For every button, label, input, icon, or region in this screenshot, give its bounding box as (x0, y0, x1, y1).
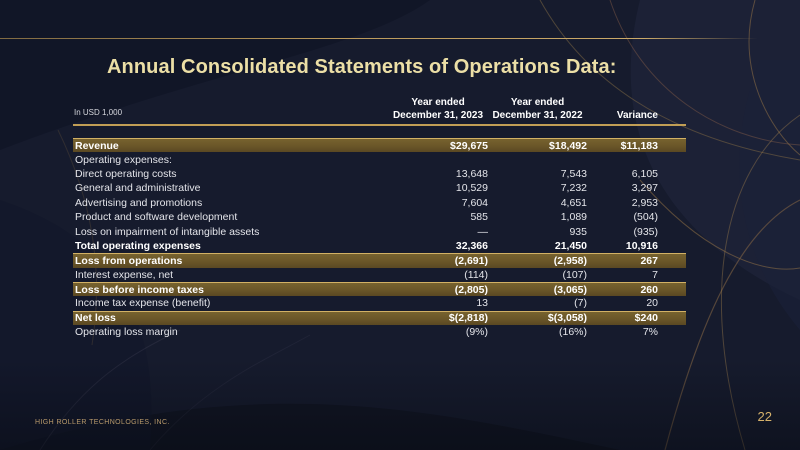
value-2022: 4,651 (560, 196, 587, 209)
row-label: Loss from operations (75, 254, 183, 267)
table-row: Advertising and promotions 7,604 4,651 2,95… (73, 196, 686, 210)
value-2022: 7,543 (560, 167, 587, 180)
row-label: Operating expenses: (75, 153, 172, 166)
value-2022: 21,450 (554, 239, 587, 252)
column-header-variance: Variance (587, 109, 658, 122)
row-label: Product and software development (75, 211, 238, 224)
row-label: Net loss (75, 312, 116, 325)
column-header-2023-line1: Year ended (411, 97, 465, 108)
value-variance: $11,183 (620, 139, 658, 152)
value-2023: 32,366 (455, 239, 488, 252)
value-variance: 20 (646, 297, 658, 310)
table-row: General and administrative 10,529 7,232 3,2… (73, 181, 686, 195)
value-2022: (2,958) (553, 254, 587, 267)
value-variance: 267 (640, 254, 658, 267)
value-2022: (16%) (558, 326, 587, 339)
value-2023: (9%) (465, 326, 488, 339)
value-2022: (7) (574, 297, 587, 310)
table-row: Interest expense, net (114) (107) 7 (73, 268, 686, 282)
header-underline (73, 124, 686, 126)
table-row: Loss before income taxes (2,805) (3,065) 26… (73, 281, 686, 297)
value-2022: $(3,058) (547, 312, 587, 325)
value-2022: 935 (569, 225, 587, 238)
value-2023: 585 (470, 211, 488, 224)
value-variance: 260 (640, 283, 658, 296)
column-header-2022: Year ended December 31, 2022 (488, 96, 587, 122)
table-row: Income tax expense (benefit) 13 (7) 20 (73, 296, 686, 310)
value-2022: 1,089 (560, 211, 587, 224)
company-name: HIGH ROLLER TECHNOLOGIES, INC. (35, 419, 170, 426)
value-2023: (2,805) (454, 283, 488, 296)
value-variance: (504) (633, 211, 658, 224)
value-variance: $240 (634, 312, 658, 325)
value-2023: 13,648 (455, 167, 488, 180)
value-2022: (107) (562, 268, 587, 281)
top-divider-line (0, 38, 758, 39)
value-2023: 10,529 (455, 182, 488, 195)
value-2022: 7,232 (560, 182, 587, 195)
row-label: Advertising and promotions (75, 196, 203, 209)
value-variance: 7% (642, 326, 658, 339)
column-header-2022-line2: December 31, 2022 (492, 110, 583, 121)
table-row: Net loss $(2,818) $(3,058) $240 (73, 310, 686, 326)
table-header: In USD 1,000 Year ended December 31, 202… (73, 95, 686, 122)
column-header-2023-line2: December 31, 2023 (392, 110, 484, 121)
value-variance: 6,105 (631, 167, 658, 180)
value-variance: 3,297 (631, 182, 658, 195)
value-2022: (3,065) (553, 283, 587, 296)
value-variance: 2,953 (631, 196, 658, 209)
value-2022: $18,492 (549, 139, 587, 152)
slide-title: Annual Consolidated Statements of Operat… (107, 56, 617, 78)
unit-label: In USD 1,000 (74, 108, 123, 117)
page-number: 22 (757, 409, 772, 424)
row-label: Loss on impairment of intangible assets (75, 225, 260, 238)
table-body: Revenue $29,675 $18,492 $11,183 Operating ex… (73, 138, 686, 339)
table-row: Loss on impairment of intangible assets —… (73, 224, 686, 238)
table-row: Operating loss margin (9%) (16%) 7% (73, 325, 686, 339)
value-variance: 7 (652, 268, 658, 281)
row-label: General and administrative (75, 182, 201, 195)
row-label: Direct operating costs (75, 167, 177, 180)
value-2023: 7,604 (461, 196, 488, 209)
table-row: Total operating expenses 32,366 21,450 10,9… (73, 239, 686, 253)
value-variance: (935) (633, 225, 658, 238)
row-label: Revenue (75, 139, 119, 152)
financial-table: In USD 1,000 Year ended December 31, 202… (73, 95, 686, 339)
column-header-2023: Year ended December 31, 2023 (388, 96, 488, 122)
row-label: Income tax expense (benefit) (75, 297, 211, 310)
column-header-2022-line1: Year ended (510, 97, 565, 108)
value-2023: (2,691) (454, 254, 488, 267)
row-label: Operating loss margin (75, 326, 178, 339)
value-2023: $29,675 (450, 139, 488, 152)
value-2023: $(2,818) (448, 312, 488, 325)
column-header-variance-line2: Variance (616, 110, 658, 121)
row-label: Total operating expenses (75, 239, 201, 252)
table-row: Product and software development 585 1,089… (73, 210, 686, 224)
value-2023: 13 (476, 297, 488, 310)
table-row: Operating expenses: (73, 152, 686, 166)
row-label: Interest expense, net (75, 268, 174, 281)
row-label: Loss before income taxes (75, 283, 204, 296)
value-2023: — (477, 225, 489, 238)
value-variance: 10,916 (625, 239, 658, 252)
table-row: Direct operating costs 13,648 7,543 6,105 (73, 167, 686, 181)
table-row: Loss from operations (2,691) (2,958) 267 (73, 253, 686, 268)
table-row: Revenue $29,675 $18,492 $11,183 (73, 138, 686, 153)
value-2023: (114) (464, 268, 488, 281)
